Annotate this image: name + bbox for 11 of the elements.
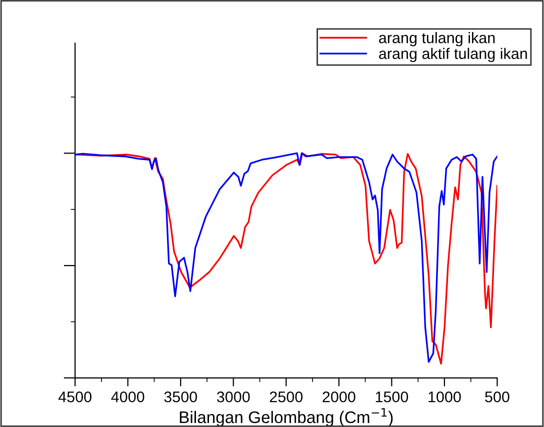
x-tick-label: 1000 xyxy=(428,391,461,402)
x-tick-label: 500 xyxy=(485,391,510,402)
legend-label: arang aktif tulang ikan xyxy=(379,48,527,62)
x-tick-label: 1500 xyxy=(376,391,408,402)
x-tick-label: 2500 xyxy=(270,391,303,402)
x-tick-label: 3500 xyxy=(164,391,198,402)
x-tick-label: 2000 xyxy=(322,391,356,402)
x-tick-label: 4500 xyxy=(58,391,92,402)
x-tick-label: 3000 xyxy=(216,391,250,402)
x-tick-label: 4000 xyxy=(111,391,144,402)
legend-label: arang tulang ikan xyxy=(379,32,495,46)
